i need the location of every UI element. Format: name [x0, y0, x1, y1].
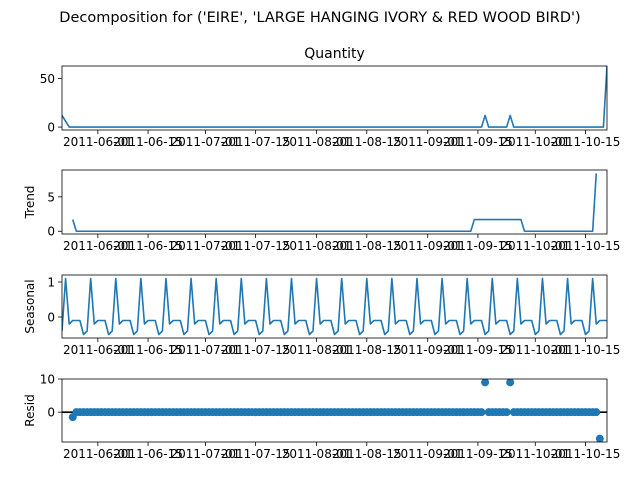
axes-frame	[61, 274, 608, 339]
y-tick-label: 10	[40, 373, 55, 387]
subplot-4: Resid 0102011-06-012011-06-152011-07-0120…	[23, 373, 620, 462]
y-axis-label: Seasonal	[23, 279, 37, 333]
x-tick-label: 2011-06-15	[113, 343, 183, 357]
x-tick-label: 2011-08-01	[282, 239, 352, 253]
plot-area	[62, 277, 607, 336]
plot-area	[71, 173, 598, 233]
x-tick-label: 2011-07-15	[221, 343, 291, 357]
y-tick-label: 5	[47, 190, 55, 204]
x-tick-label: 2011-08-15	[332, 447, 402, 461]
x-tick-label: 2011-07-15	[221, 239, 291, 253]
x-tick-label: 2011-06-15	[113, 135, 183, 149]
x-tick-label: 2011-07-01	[171, 343, 241, 357]
x-tick-label: 2011-09-15	[443, 447, 513, 461]
y-tick-label: 50	[40, 72, 55, 86]
x-tick-label: 2011-09-15	[443, 135, 513, 149]
resid-point	[595, 434, 604, 442]
subplot-2: Trend052011-06-012011-06-152011-07-01201…	[23, 169, 621, 253]
y-tick-label: 1	[47, 276, 55, 290]
resid-point	[592, 408, 601, 417]
subplot-1: Quantity 0 50 2011-06-012011-06-152011-07-0…	[40, 46, 621, 149]
resid-point	[481, 379, 490, 387]
y-tick-label: 0	[47, 121, 55, 135]
subplot-panels: Quantity0502011-06-012011-06-152011-07-0…	[23, 46, 620, 461]
x-tick-label: 2011-09-01	[393, 135, 463, 149]
x-tick-label: 2011-07-01	[171, 135, 241, 149]
x-tick-label: 2011-08-15	[332, 343, 402, 357]
resid-point	[502, 408, 511, 417]
y-tick-label: 0	[47, 311, 55, 325]
x-tick-label: 2011-06-01	[63, 343, 133, 357]
x-tick-label: 2011-10-15	[551, 343, 621, 357]
x-tick-label: 2011-10-01	[500, 239, 570, 253]
x-tick-label: 2011-06-15	[113, 239, 183, 253]
x-tick-label: 2011-08-01	[282, 447, 352, 461]
plot-area	[62, 379, 607, 442]
subplot-title: Quantity	[304, 46, 365, 62]
plot-area	[62, 66, 607, 128]
x-tick-label: 2011-08-01	[282, 343, 352, 357]
y-axis-label: Resid	[23, 394, 37, 426]
axes-frame	[61, 65, 608, 131]
seasonal-line	[62, 277, 607, 336]
x-tick-label: 2011-07-15	[221, 447, 291, 461]
axes-frame	[61, 169, 608, 235]
x-tick-label: 2011-07-01	[171, 447, 241, 461]
x-tick-label: 2011-10-15	[551, 135, 621, 149]
x-tick-label: 2011-10-15	[551, 447, 621, 461]
x-tick-label: 2011-07-01	[171, 239, 241, 253]
resid-point	[506, 379, 515, 387]
x-tick-label: 2011-09-15	[443, 343, 513, 357]
x-tick-label: 2011-10-01	[500, 447, 570, 461]
y-tick-label: 0	[47, 225, 55, 239]
x-tick-label: 2011-09-01	[393, 343, 463, 357]
x-tick-label: 2011-10-01	[500, 343, 570, 357]
x-tick-label: 2011-10-15	[551, 239, 621, 253]
x-tick-label: 2011-06-01	[63, 135, 133, 149]
figure-suptitle: Decomposition for ('EIRE', 'LARGE HANGIN…	[59, 10, 580, 26]
series-line	[62, 66, 607, 128]
subplot-3: Seasonal 0 1 2011-06-012011-06-152011-07-01…	[23, 274, 621, 357]
x-tick-label: 2011-10-01	[500, 135, 570, 149]
x-tick-label: 2011-06-15	[113, 447, 183, 461]
x-tick-label: 2011-06-01	[63, 239, 133, 253]
y-axis-label: Trend	[23, 186, 37, 220]
x-tick-label: 2011-09-15	[443, 239, 513, 253]
x-tick-label: 2011-08-15	[332, 135, 402, 149]
x-tick-label: 2011-08-01	[282, 135, 352, 149]
series-line	[71, 173, 598, 233]
resid-point	[477, 408, 486, 417]
x-tick-label: 2011-06-01	[63, 447, 133, 461]
x-tick-label: 2011-08-15	[332, 239, 402, 253]
x-tick-label: 2011-09-01	[393, 447, 463, 461]
axes-frame	[61, 378, 608, 443]
y-tick-label: 0	[47, 406, 55, 420]
x-tick-label: 2011-09-01	[393, 239, 463, 253]
x-tick-label: 2011-07-15	[221, 135, 291, 149]
